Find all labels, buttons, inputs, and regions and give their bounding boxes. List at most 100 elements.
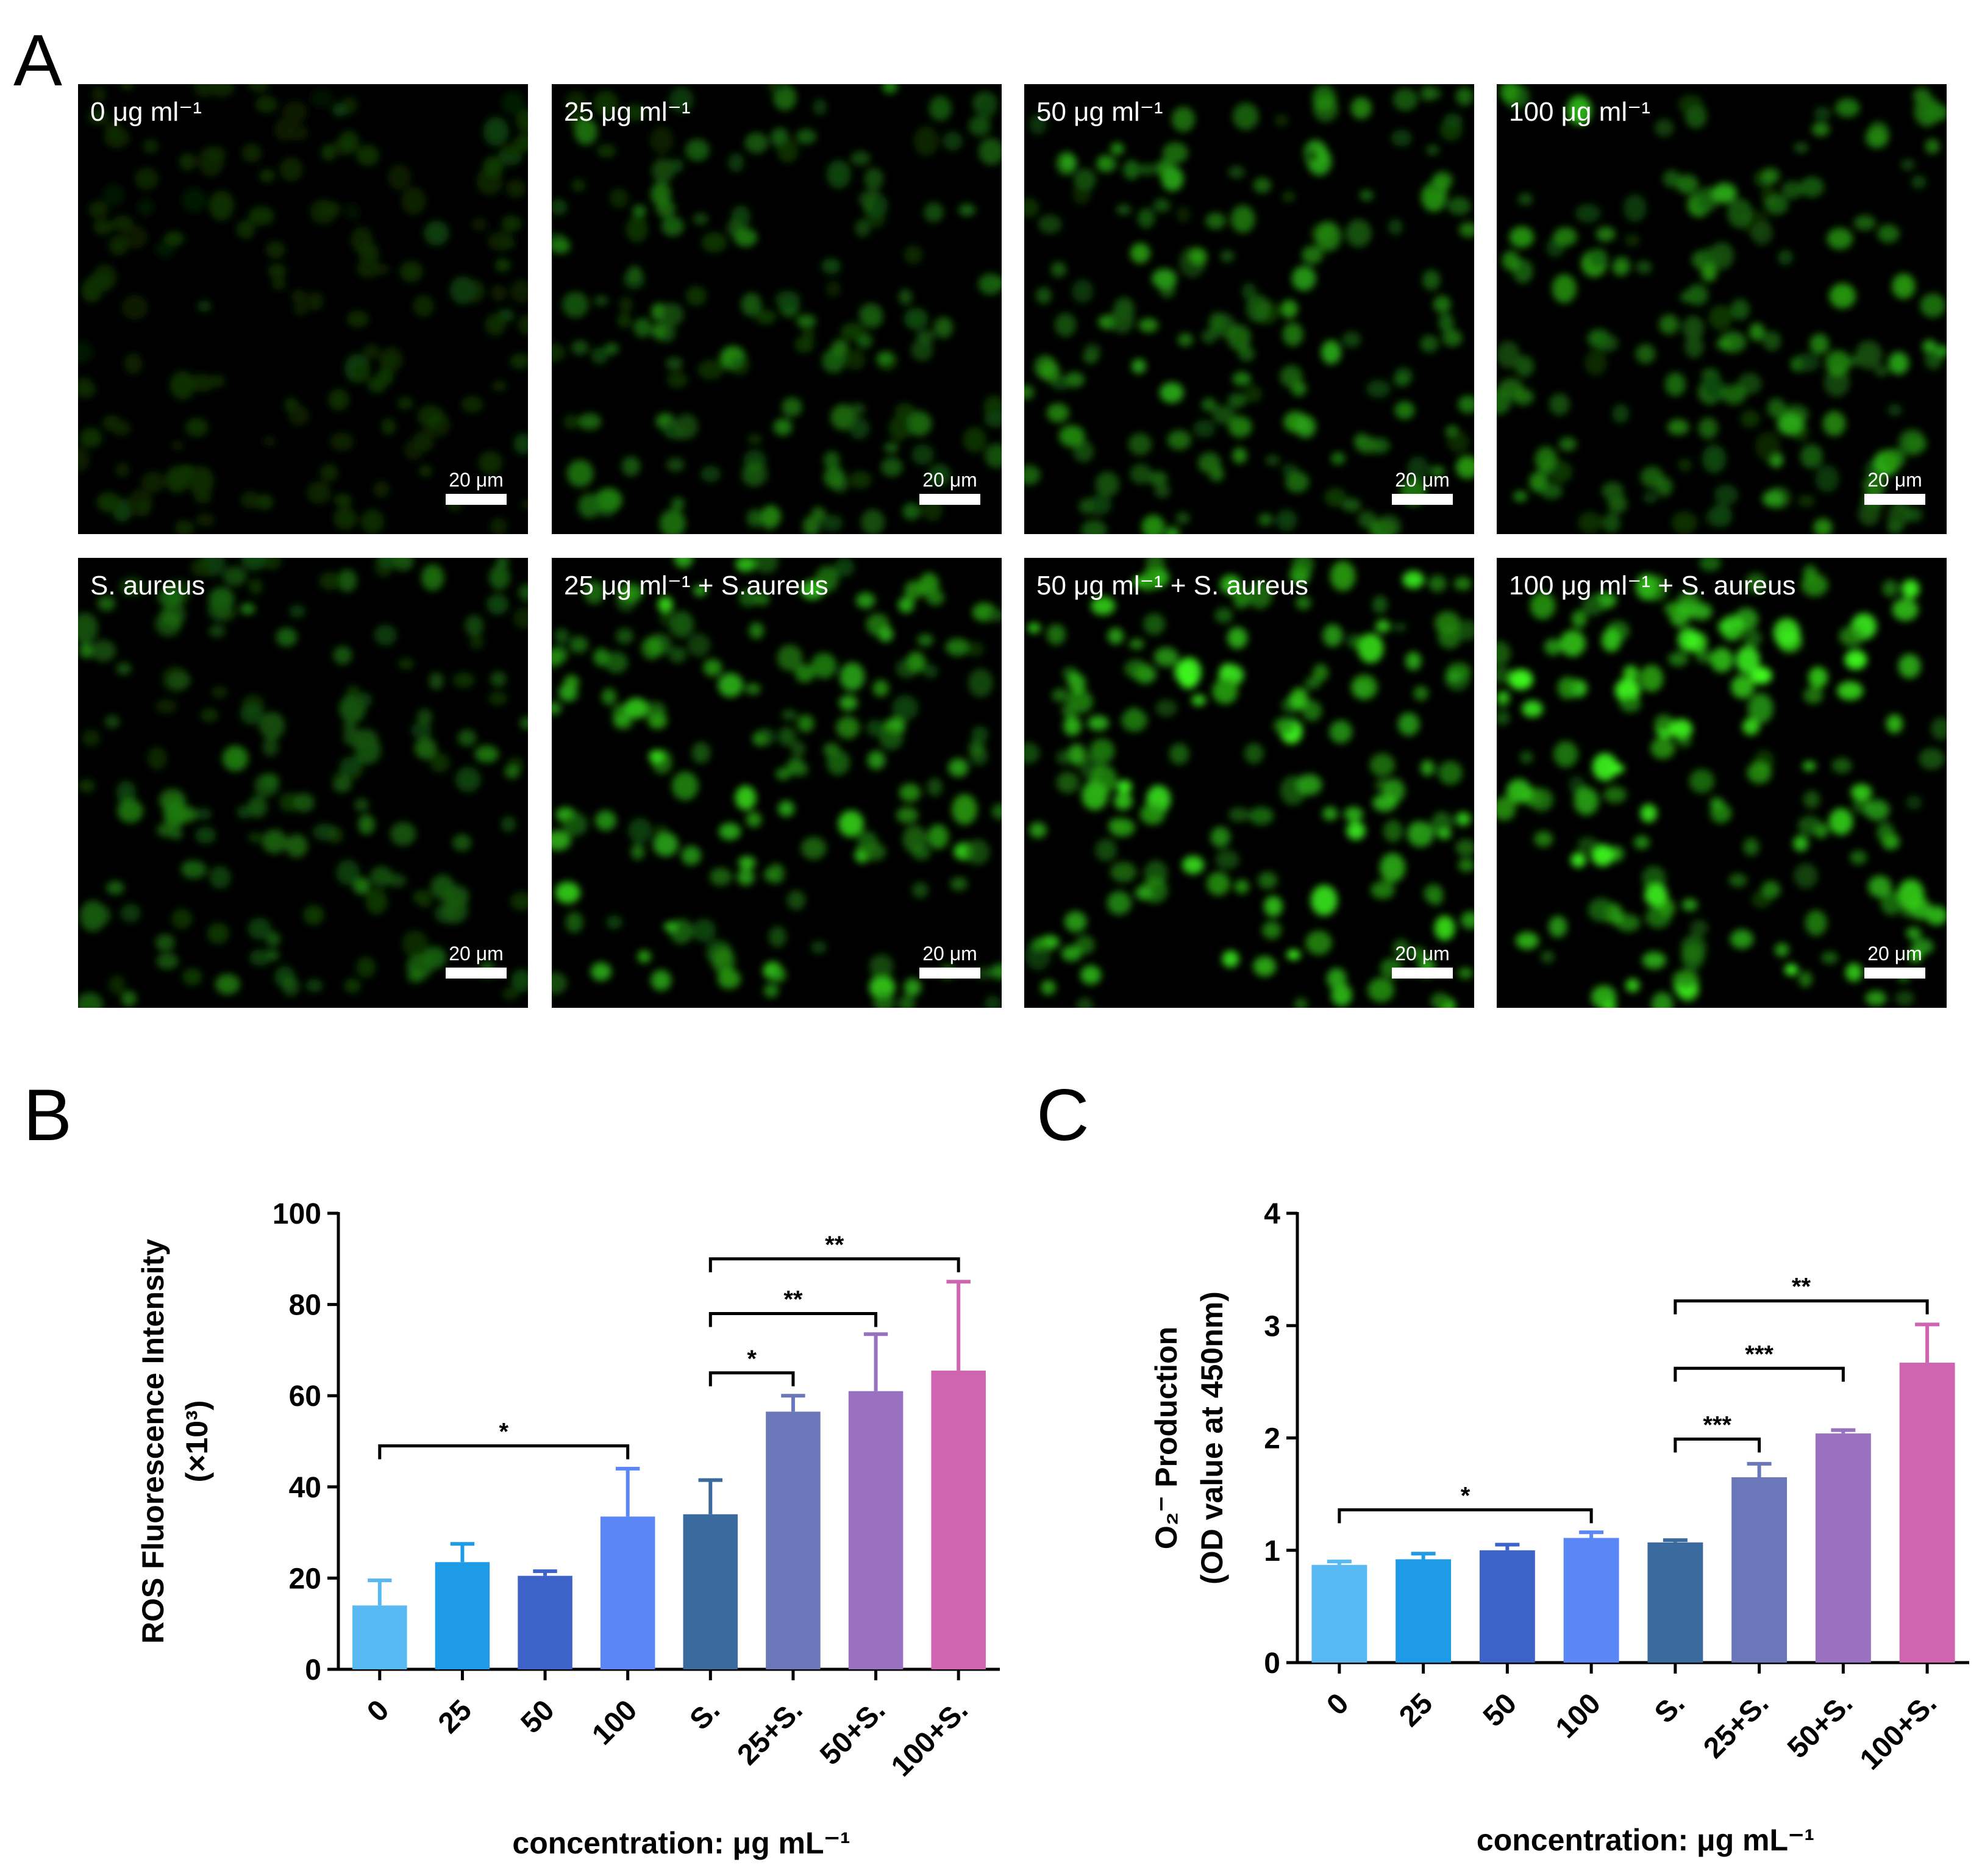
fluorescent-cells — [1024, 85, 1474, 534]
significance-label: *** — [1703, 1411, 1731, 1438]
y-tick-label: 1 — [1264, 1535, 1280, 1567]
micrograph-2: 50 μg ml⁻¹ 20 μm — [1024, 84, 1474, 534]
y-tick-label: 60 — [289, 1380, 321, 1413]
y-axis-subtitle: (OD value at 450nm) — [1195, 1291, 1229, 1585]
micrograph-label: 50 μg ml⁻¹ — [1036, 97, 1163, 127]
bar-25 — [435, 1562, 490, 1669]
category-label: 25 — [1393, 1687, 1439, 1733]
fluorescent-cells — [78, 558, 528, 1008]
category-label: 100+S. — [885, 1694, 974, 1783]
panel-letter-c: C — [1036, 1074, 1089, 1156]
bar-25 — [1396, 1559, 1452, 1663]
category-label: 100 — [586, 1694, 643, 1751]
scale-bar-label: 20 μm — [1395, 943, 1450, 965]
significance-bracket — [1674, 1366, 1845, 1382]
micrograph-label: 100 μg ml⁻¹ — [1509, 97, 1650, 127]
significance-bracket — [708, 1257, 960, 1272]
fluorescent-cells — [1024, 558, 1474, 1008]
bar-25+S. — [1731, 1477, 1788, 1663]
bar-100 — [1563, 1538, 1619, 1663]
micrograph-4: S. aureus 20 μm — [78, 558, 528, 1008]
fluorescent-cells — [1497, 84, 1947, 534]
significance-label: ** — [825, 1232, 844, 1258]
scale-bar — [1864, 968, 1925, 979]
fluorescent-cells — [552, 558, 1002, 1008]
scale-bar — [1864, 494, 1925, 505]
bar-0 — [352, 1605, 407, 1669]
fluorescent-cells — [78, 84, 528, 534]
micrograph-6: 50 μg ml⁻¹ + S. aureus 20 μm — [1024, 558, 1474, 1008]
micrograph-3: 100 μg ml⁻¹ 20 μm — [1497, 84, 1947, 534]
scale-bar-label: 20 μm — [1867, 469, 1922, 491]
y-axis-title: O₂⁻ Production — [1149, 1327, 1183, 1549]
y-tick-label: 0 — [305, 1654, 321, 1686]
category-label: 50 — [515, 1694, 561, 1739]
category-label: 50+S. — [1781, 1687, 1859, 1764]
category-label: 0 — [361, 1694, 395, 1728]
significance-label: * — [747, 1346, 757, 1372]
significance-bracket — [378, 1444, 630, 1460]
bar-50+S. — [1815, 1433, 1871, 1663]
scale-bar — [446, 494, 507, 505]
scale-bar — [919, 968, 980, 979]
bar-100+S. — [1899, 1363, 1955, 1663]
scale-bar — [1392, 494, 1453, 505]
panel-letter-b: B — [23, 1074, 72, 1156]
category-label: 50 — [1477, 1687, 1523, 1733]
y-tick-label: 3 — [1264, 1310, 1280, 1343]
y-tick-label: 100 — [273, 1198, 321, 1230]
category-label: 50+S. — [814, 1694, 891, 1771]
category-label: S. — [684, 1694, 727, 1736]
bar-50+S. — [848, 1391, 904, 1669]
significance-label: ** — [1792, 1274, 1811, 1300]
scale-bar-label: 20 μm — [922, 943, 977, 965]
category-label: 25+S. — [732, 1694, 809, 1771]
micrograph-label: 50 μg ml⁻¹ + S. aureus — [1036, 571, 1308, 601]
scale-bar-label: 20 μm — [922, 469, 977, 491]
micrograph-grid: 0 μg ml⁻¹ 20 μm 25 μg ml⁻¹ 20 μm 50 μg ml⁻¹ 2… — [78, 84, 1947, 1008]
scale-bar-label: 20 μm — [1395, 469, 1450, 491]
y-tick-label: 20 — [289, 1563, 321, 1595]
micrograph-0: 0 μg ml⁻¹ 20 μm — [78, 84, 528, 534]
fluorescent-cells — [552, 84, 1002, 534]
category-label: 25 — [432, 1694, 478, 1739]
bar-50 — [1479, 1550, 1535, 1663]
significance-bracket — [708, 1312, 878, 1327]
y-axis-title: ROS Fluorescence Intensity — [136, 1239, 170, 1644]
y-tick-label: 40 — [289, 1472, 321, 1504]
significance-label: * — [499, 1418, 508, 1445]
bar-100+S. — [931, 1371, 986, 1669]
scale-bar — [1392, 968, 1453, 979]
bar-S. — [683, 1514, 738, 1669]
category-label: 25+S. — [1697, 1687, 1775, 1764]
bar-0 — [1311, 1564, 1367, 1663]
y-tick-label: 80 — [289, 1289, 321, 1322]
significance-bracket — [1338, 1508, 1593, 1524]
y-tick-label: 4 — [1264, 1198, 1280, 1230]
scale-bar-label: 20 μm — [449, 469, 504, 491]
category-label: 100 — [1550, 1687, 1607, 1744]
x-axis-title: concentration: μg mL⁻¹ — [1477, 1823, 1814, 1857]
scale-bar — [446, 968, 507, 979]
y-axis-subtitle: (×10³) — [180, 1400, 214, 1483]
bar-100 — [600, 1516, 655, 1669]
micrograph-label: 25 μg ml⁻¹ — [564, 97, 691, 127]
significance-label: ** — [783, 1286, 803, 1313]
significance-bracket — [1674, 1437, 1761, 1453]
significance-bracket — [1674, 1299, 1929, 1314]
category-label: S. — [1649, 1687, 1691, 1730]
micrograph-7: 100 μg ml⁻¹ + S. aureus 20 μm — [1497, 558, 1947, 1008]
micrograph-label: 25 μg ml⁻¹ + S.aureus — [564, 571, 829, 601]
significance-bracket — [708, 1371, 795, 1386]
panel-letter-a: A — [13, 20, 62, 101]
bar-50 — [518, 1575, 572, 1669]
significance-label: *** — [1745, 1341, 1773, 1368]
category-label: 100+S. — [1854, 1687, 1943, 1776]
micrograph-1: 25 μg ml⁻¹ 20 μm — [552, 84, 1002, 534]
scale-bar-label: 20 μm — [449, 943, 504, 965]
category-label: 0 — [1321, 1687, 1355, 1721]
micrograph-label: S. aureus — [90, 571, 205, 601]
